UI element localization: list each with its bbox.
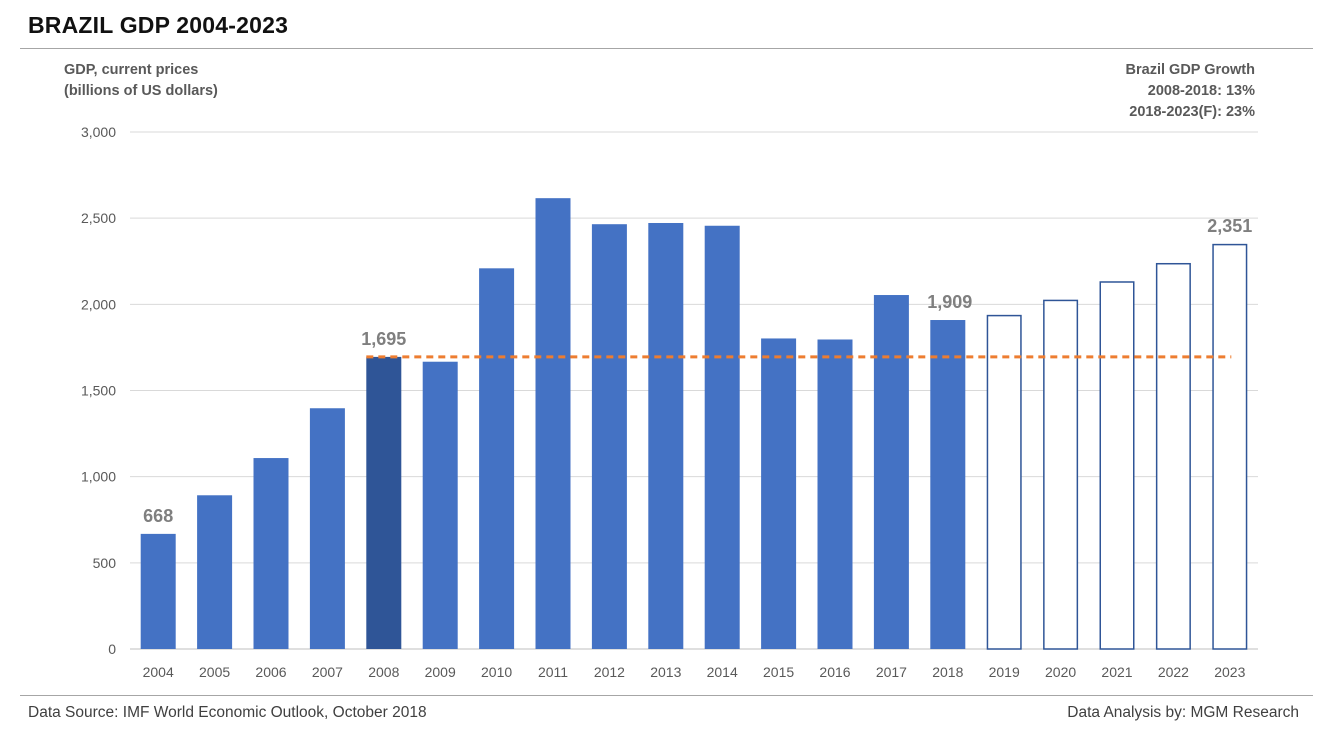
forecast-bar (1043, 299, 1079, 650)
bar (761, 338, 797, 649)
x-tick-label: 2004 (143, 664, 174, 680)
x-tick-label: 2010 (481, 664, 512, 680)
y-axis-label: GDP, current prices (billions of US doll… (64, 60, 218, 102)
data-label: 668 (143, 506, 173, 526)
y-tick-label: 1,500 (81, 383, 116, 399)
forecast-bar (1212, 243, 1248, 650)
growth-note-2018-2023: 2018-2023(F): 23% (1129, 104, 1255, 120)
x-tick-label: 2022 (1158, 664, 1189, 680)
data-source: Data Source: IMF World Economic Outlook,… (28, 704, 427, 721)
bar (930, 320, 966, 649)
bar (197, 495, 233, 649)
growth-note-heading: Brazil GDP Growth (1125, 62, 1255, 78)
x-tick-label: 2015 (763, 664, 794, 680)
x-tick-label: 2017 (876, 664, 907, 680)
x-tick-label: 2020 (1045, 664, 1076, 680)
x-tick-label: 2013 (650, 664, 681, 680)
data-label: 2,351 (1207, 216, 1252, 236)
data-label: 1,695 (361, 329, 406, 349)
data-label: 1,909 (927, 292, 972, 312)
bar (422, 361, 458, 649)
bar (140, 533, 176, 649)
x-tick-label: 2009 (425, 664, 456, 680)
x-tick-label: 2019 (989, 664, 1020, 680)
bar (873, 295, 909, 649)
forecast-bar (1155, 262, 1191, 650)
x-tick-label: 2018 (932, 664, 963, 680)
title-divider (20, 48, 1313, 49)
y-tick-label: 500 (93, 555, 117, 571)
x-tick-label: 2011 (538, 664, 568, 680)
data-analysis-credit: Data Analysis by: MGM Research (1067, 704, 1299, 721)
forecast-bar (1099, 281, 1135, 650)
y-tick-label: 2,000 (81, 296, 116, 312)
forecast-bar (986, 314, 1022, 650)
chart-title: BRAZIL GDP 2004-2023 (28, 12, 289, 38)
x-tick-label: 2012 (594, 664, 625, 680)
bar (535, 198, 571, 649)
bar (817, 339, 853, 649)
bar (648, 222, 684, 649)
x-tick-label: 2021 (1101, 664, 1132, 680)
bar (253, 458, 289, 649)
x-tick-label: 2014 (707, 664, 738, 680)
y-tick-label: 2,500 (81, 210, 116, 226)
bar (479, 268, 515, 649)
y-tick-label: 1,000 (81, 469, 116, 485)
y-axis-label-line-2: (billions of US dollars) (64, 83, 218, 99)
highlight-bar (366, 356, 402, 649)
x-tick-label: 2008 (368, 664, 399, 680)
growth-note-2008-2018: 2008-2018: 13% (1147, 83, 1255, 99)
bar (591, 224, 627, 649)
x-tick-label: 2007 (312, 664, 343, 680)
footer-divider (20, 695, 1313, 696)
y-tick-label: 3,000 (81, 124, 116, 140)
bar (704, 225, 740, 649)
y-axis-label-line-1: GDP, current prices (64, 62, 199, 78)
bar (309, 408, 345, 649)
y-tick-label: 0 (108, 641, 116, 657)
growth-note: Brazil GDP Growth 2008-2018: 13% 2018-20… (1126, 60, 1255, 123)
x-tick-label: 2006 (255, 664, 286, 680)
x-tick-label: 2023 (1214, 664, 1245, 680)
x-tick-label: 2005 (199, 664, 230, 680)
x-tick-label: 2016 (819, 664, 850, 680)
